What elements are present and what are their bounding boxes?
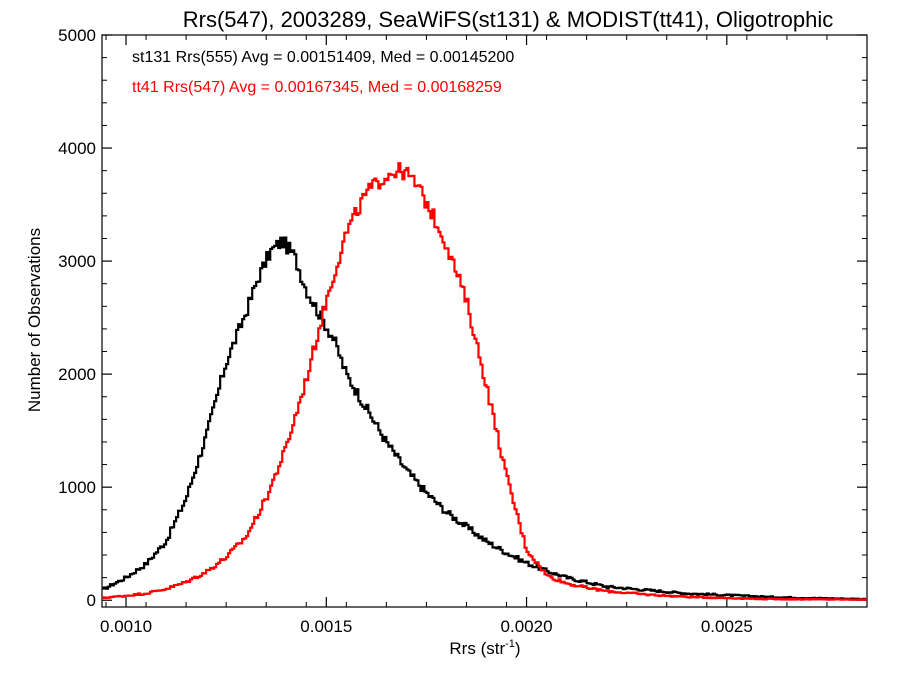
legend-entry-st131: st131 Rrs(555) Avg = 0.00151409, Med = 0… [132,49,514,66]
plot-frame [101,34,868,608]
x-tick-label: 0.0010 [100,617,152,636]
y-tick-label: 0 [87,591,96,610]
legend-entry-tt41: tt41 Rrs(547) Avg = 0.00167345, Med = 0.… [132,79,502,96]
series-line-st131 [102,236,867,601]
y-tick-label: 1000 [58,478,96,497]
series-group [102,162,867,601]
y-axis-label: Number of Observations [25,228,44,412]
axis-ticks: 0.0010 0.0015 0.0020 0.0025 0 1000 2000 3000 400… [58,26,868,636]
y-tick-label: 4000 [58,139,96,158]
chart-title: Rrs(547), 2003289, SeaWiFS(st131) & MODI… [183,7,833,32]
y-tick-label: 5000 [58,26,96,45]
x-tick-label: 0.0015 [300,617,352,636]
x-tick-label: 0.0025 [701,617,753,636]
y-tick-label: 3000 [58,252,96,271]
x-axis-label: Rrs (str-1) [449,638,520,658]
series-line-tt41 [102,162,867,601]
y-tick-label: 2000 [58,365,96,384]
x-tick-label: 0.0020 [501,617,553,636]
